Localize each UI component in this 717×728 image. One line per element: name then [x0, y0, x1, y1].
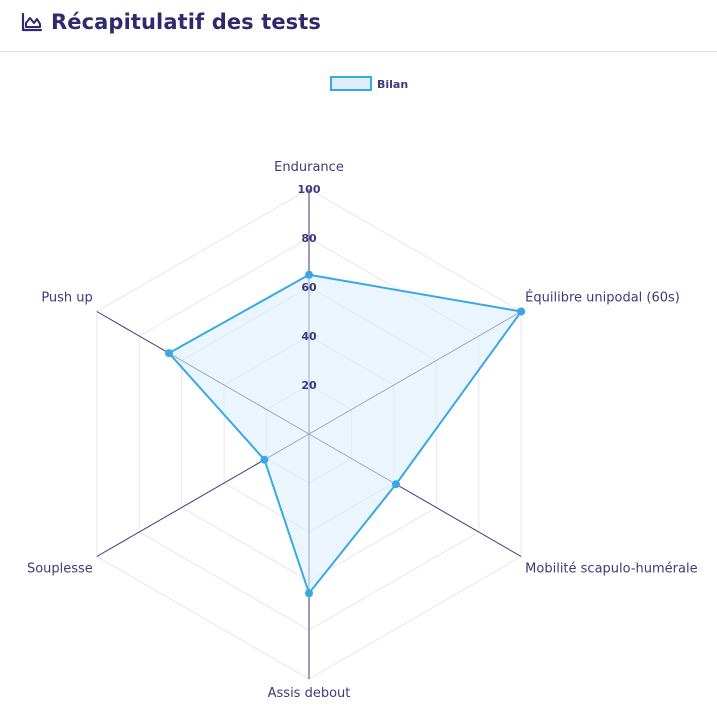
tick-label: 100: [298, 183, 321, 196]
area-chart-icon: [21, 12, 43, 32]
card-header: Récapitulatif des tests: [0, 0, 717, 52]
data-point[interactable]: [305, 270, 313, 279]
axis-label: Endurance: [274, 160, 344, 175]
data-point[interactable]: [305, 589, 313, 598]
radar-series: [164, 270, 526, 598]
axis-label: Souplesse: [27, 562, 93, 577]
tick-label: 60: [301, 281, 317, 294]
radar-tick-labels: 20 40 60 80 100: [298, 183, 321, 392]
page-title: Récapitulatif des tests: [51, 10, 322, 34]
tick-label: 80: [301, 232, 317, 245]
data-point[interactable]: [391, 480, 400, 489]
axis-label: Mobilité scapulo-humérale: [525, 562, 697, 577]
legend-label: Bilan: [377, 78, 408, 91]
radar-chart: Bilan 20 40 60 80 100 Endurance Équilibre uni…: [27, 76, 698, 701]
legend-swatch: [330, 76, 372, 91]
series-area: [167, 273, 523, 596]
chart-legend[interactable]: Bilan: [330, 76, 408, 91]
axis-label: Push up: [41, 291, 93, 306]
data-point[interactable]: [260, 455, 269, 464]
axis-label: Assis debout: [268, 686, 351, 701]
tick-label: 20: [301, 379, 317, 392]
axis-label: Équilibre unipodal (60s): [525, 290, 680, 306]
data-point[interactable]: [517, 307, 526, 316]
radar-axis-labels: Endurance Équilibre unipodal (60s) Mobilit…: [27, 160, 698, 701]
tick-label: 40: [301, 330, 317, 343]
data-point[interactable]: [164, 349, 173, 358]
